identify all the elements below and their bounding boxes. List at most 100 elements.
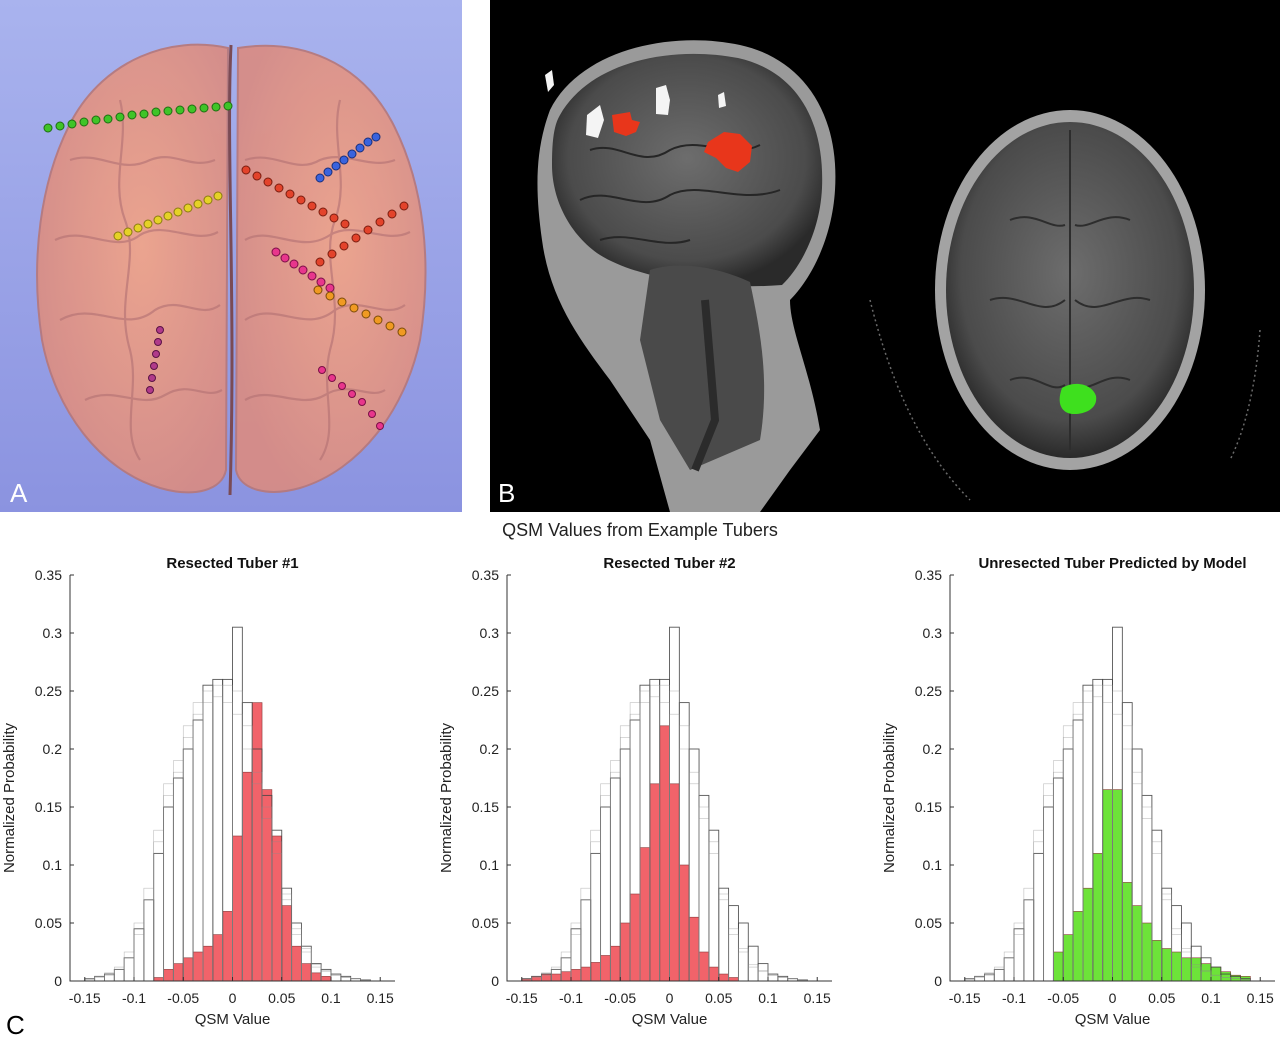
x-tick-label: 0.15 [1247,990,1274,1006]
highlight-bar [639,847,651,982]
background-bar [172,777,184,982]
y-tick-label: 0.1 [480,857,500,873]
highlight-bar [708,966,720,982]
x-tick-label: 0.1 [321,990,341,1006]
background-bar [1023,887,1035,982]
y-tick-label: 0.25 [915,683,942,699]
y-tick-label: 0.35 [915,567,942,583]
background-bar [1023,899,1035,982]
background-bar [708,829,720,982]
background-bar [600,795,611,982]
background-bar [590,829,601,982]
background-bar [1053,771,1064,982]
background-bar [330,974,342,982]
background-bar [192,713,204,982]
highlight-bar [222,911,233,982]
highlight-bar [580,966,592,982]
x-tick-label: -0.1 [1002,990,1026,1006]
panel-a-brain-3d: A [0,0,462,512]
tuber-green [1059,383,1097,414]
highlight-bar [1082,887,1094,982]
x-axis-label: QSM Value [1075,1011,1151,1028]
x-tick-label: -0.1 [122,990,146,1006]
highlight-bar [192,951,204,982]
background-bar [994,969,1005,982]
highlight-bar [619,922,631,982]
tuber-red-1 [612,112,640,136]
electrode-pink [271,247,384,430]
highlight-bar [718,973,729,982]
background-bar [143,899,155,982]
highlight-bar [600,955,611,982]
background-bar [1003,957,1015,982]
highlight-bar [251,702,263,982]
y-tick-label: 0 [491,973,499,989]
electrode-red [241,165,409,267]
background-bar [202,684,214,982]
x-tick-label: 0.1 [1201,990,1221,1006]
background-bar [738,951,749,982]
x-tick-label: 0.1 [758,990,778,1006]
chart-svg: 0 0.05 0.1 0.15 0.2 0.25 0.3 0.35 -0.15 -0.1 -0.05… [1,555,395,1028]
y-tick-label: 0.15 [472,799,499,815]
background-bar [777,975,789,982]
background-bar [123,957,135,982]
histogram-resected-tuber-2: 0 0.05 0.1 0.15 0.2 0.25 0.3 0.35 -0.15 -0.1 -0.05… [437,545,857,1035]
background-bar [718,899,729,982]
background-bar [1013,922,1025,982]
x-tick-label: -0.15 [506,990,538,1006]
y-tick-label: 0 [54,973,62,989]
panel-label-c: C [6,1010,25,1040]
highlight-bar [698,951,710,982]
highlight-bar [271,835,283,982]
highlight-bar [688,916,700,982]
y-tick-label: 0.2 [923,741,943,757]
highlight-bar [242,771,253,982]
x-tick-label: 0.15 [804,990,831,1006]
panel-label-a: A [10,478,28,508]
highlight-bar [1053,951,1064,982]
background-bar [153,829,164,982]
highlight-bar [1122,882,1133,982]
background-bar [202,690,214,982]
histogram-resected-tuber-1: 0 0.05 0.1 0.15 0.2 0.25 0.3 0.35 -0.15 -0.1 -0.05… [0,545,420,1035]
background-bar [143,887,155,982]
highlight-bar [153,977,164,982]
chart-svg: 0 0.05 0.1 0.15 0.2 0.25 0.3 0.35 -0.15 -0.1 -0.05… [881,555,1275,1028]
background-bar [173,760,184,982]
background-bar [123,951,135,982]
electrode-magenta [146,326,164,394]
y-tick-label: 0.35 [472,567,499,583]
background-bar [1043,783,1054,982]
background-bar [192,719,204,982]
x-tick-label: 0 [666,990,674,1006]
background-bar [330,974,342,982]
highlight-bar [1220,971,1231,982]
background-bar [767,974,779,982]
y-axis-label: Normalized Probability [438,722,455,873]
chart-title: Resected Tuber #2 [603,555,735,572]
highlight-bar [232,835,243,982]
figure-title: QSM Values from Example Tubers [502,520,778,540]
x-tick-label: 0.15 [367,990,394,1006]
highlight-bar [610,945,621,982]
x-tick-label: -0.1 [559,990,583,1006]
highlight-bar [310,972,322,982]
background-bar [133,934,145,982]
highlight-bar [1151,940,1163,982]
y-tick-label: 0.05 [35,915,62,931]
y-axis-label: Normalized Probability [881,722,898,873]
highlight-bar [1131,905,1143,982]
highlight-bar [281,905,292,982]
background-bar [114,969,125,982]
background-bar [182,748,194,982]
y-tick-label: 0.3 [43,625,63,641]
background-bar [94,975,105,982]
background-bar [104,974,115,982]
y-tick-label: 0.35 [35,567,62,583]
background-bar [777,977,788,982]
y-tick-label: 0.2 [43,741,63,757]
background-bar [123,957,135,982]
y-tick-label: 0.15 [915,799,942,815]
y-tick-label: 0 [934,973,942,989]
